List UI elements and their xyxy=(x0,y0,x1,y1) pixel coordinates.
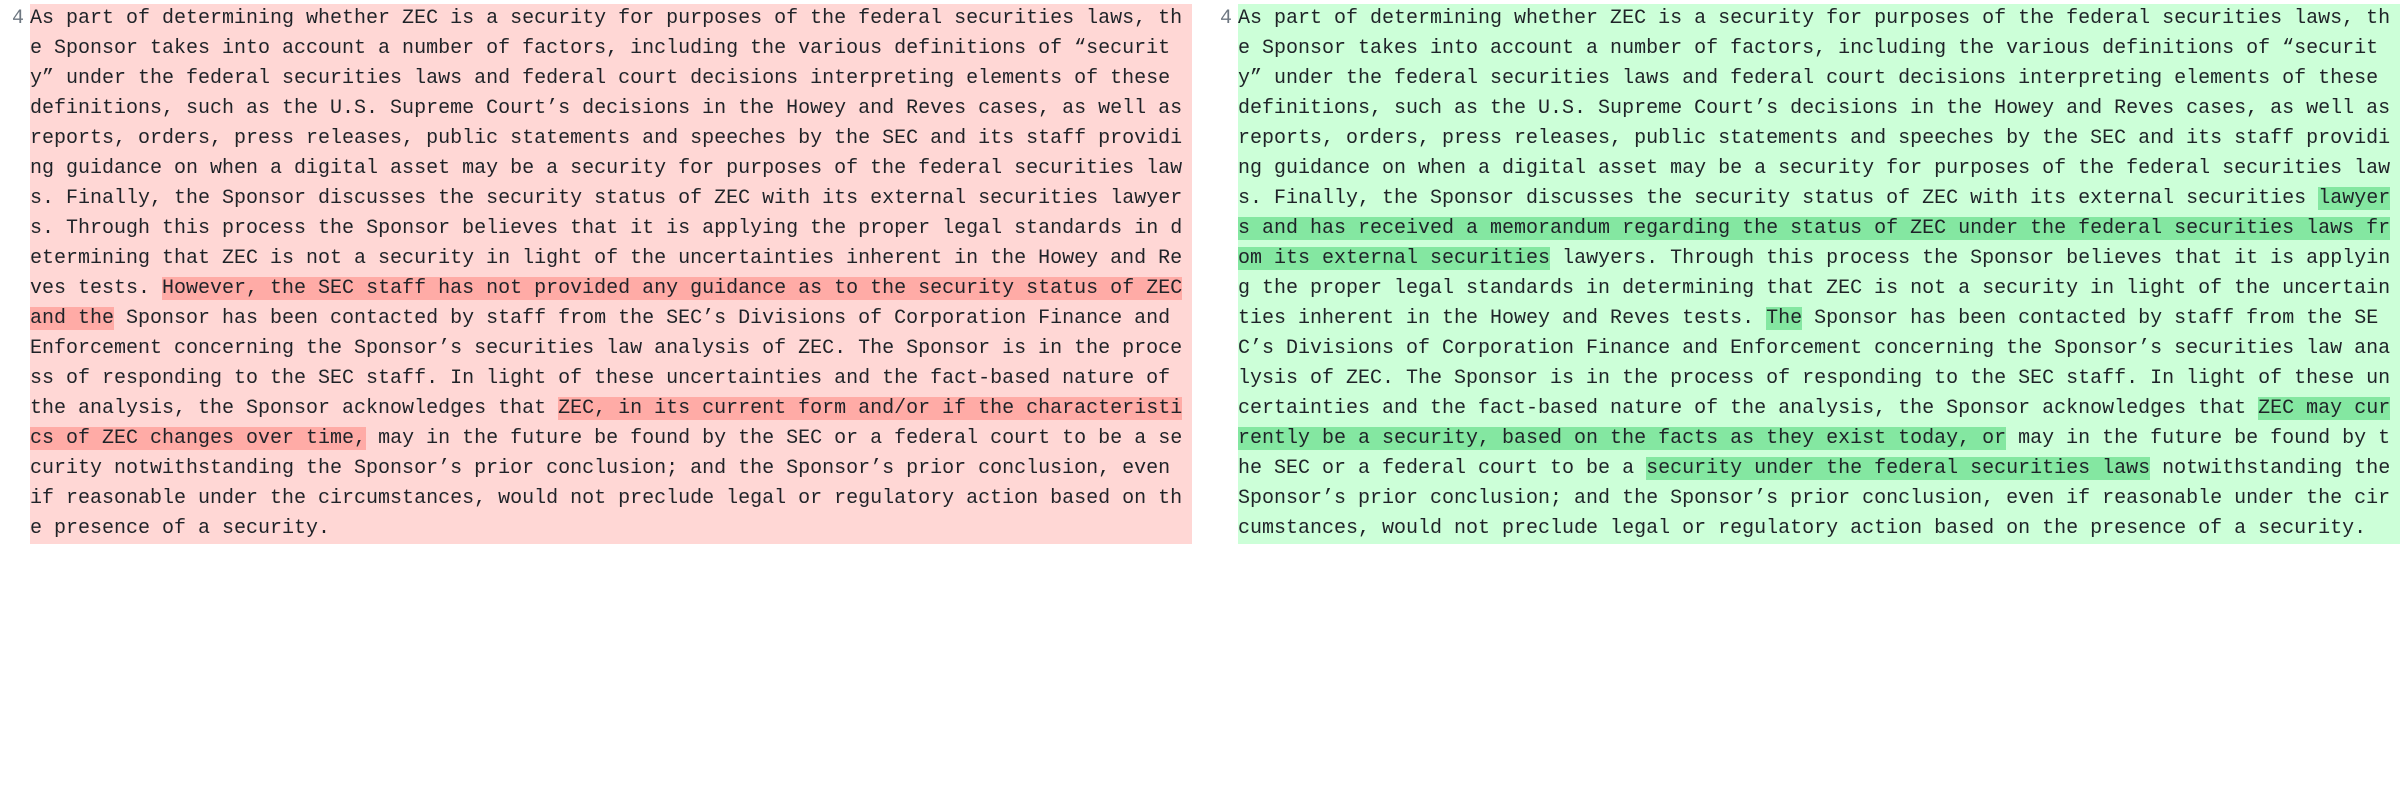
added-text[interactable]: As part of determining whether ZEC is a … xyxy=(1238,4,2400,544)
diff-pane-added: 4 As part of determining whether ZEC is … xyxy=(1216,4,2400,544)
removed-text[interactable]: As part of determining whether ZEC is a … xyxy=(30,4,1192,544)
added-highlight: security under the federal securities la… xyxy=(1646,457,2150,480)
line-number-right: 4 xyxy=(1216,4,1238,34)
added-highlight: ZEC may currently be a security, based o… xyxy=(1238,397,2390,450)
removed-highlight: ZEC, in its current form and/or if the c… xyxy=(30,397,1182,450)
line-number-left: 4 xyxy=(8,4,30,34)
added-highlight: lawyers and has received a memorandum re… xyxy=(1238,187,2390,270)
added-highlight: The xyxy=(1766,307,1802,330)
diff-pane-removed: 4 As part of determining whether ZEC is … xyxy=(8,4,1192,544)
removed-highlight: However, the SEC staff has not provided … xyxy=(30,277,1182,330)
